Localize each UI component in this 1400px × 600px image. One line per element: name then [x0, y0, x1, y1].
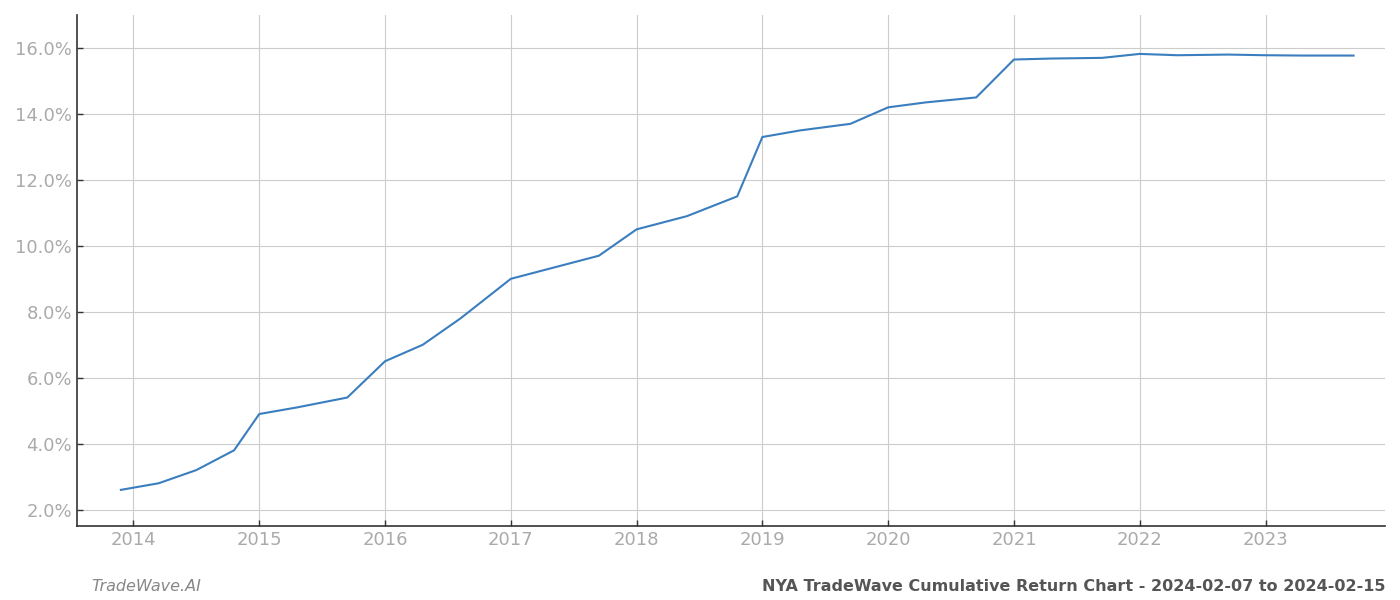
Text: TradeWave.AI: TradeWave.AI	[91, 579, 200, 594]
Text: NYA TradeWave Cumulative Return Chart - 2024-02-07 to 2024-02-15: NYA TradeWave Cumulative Return Chart - …	[763, 579, 1386, 594]
